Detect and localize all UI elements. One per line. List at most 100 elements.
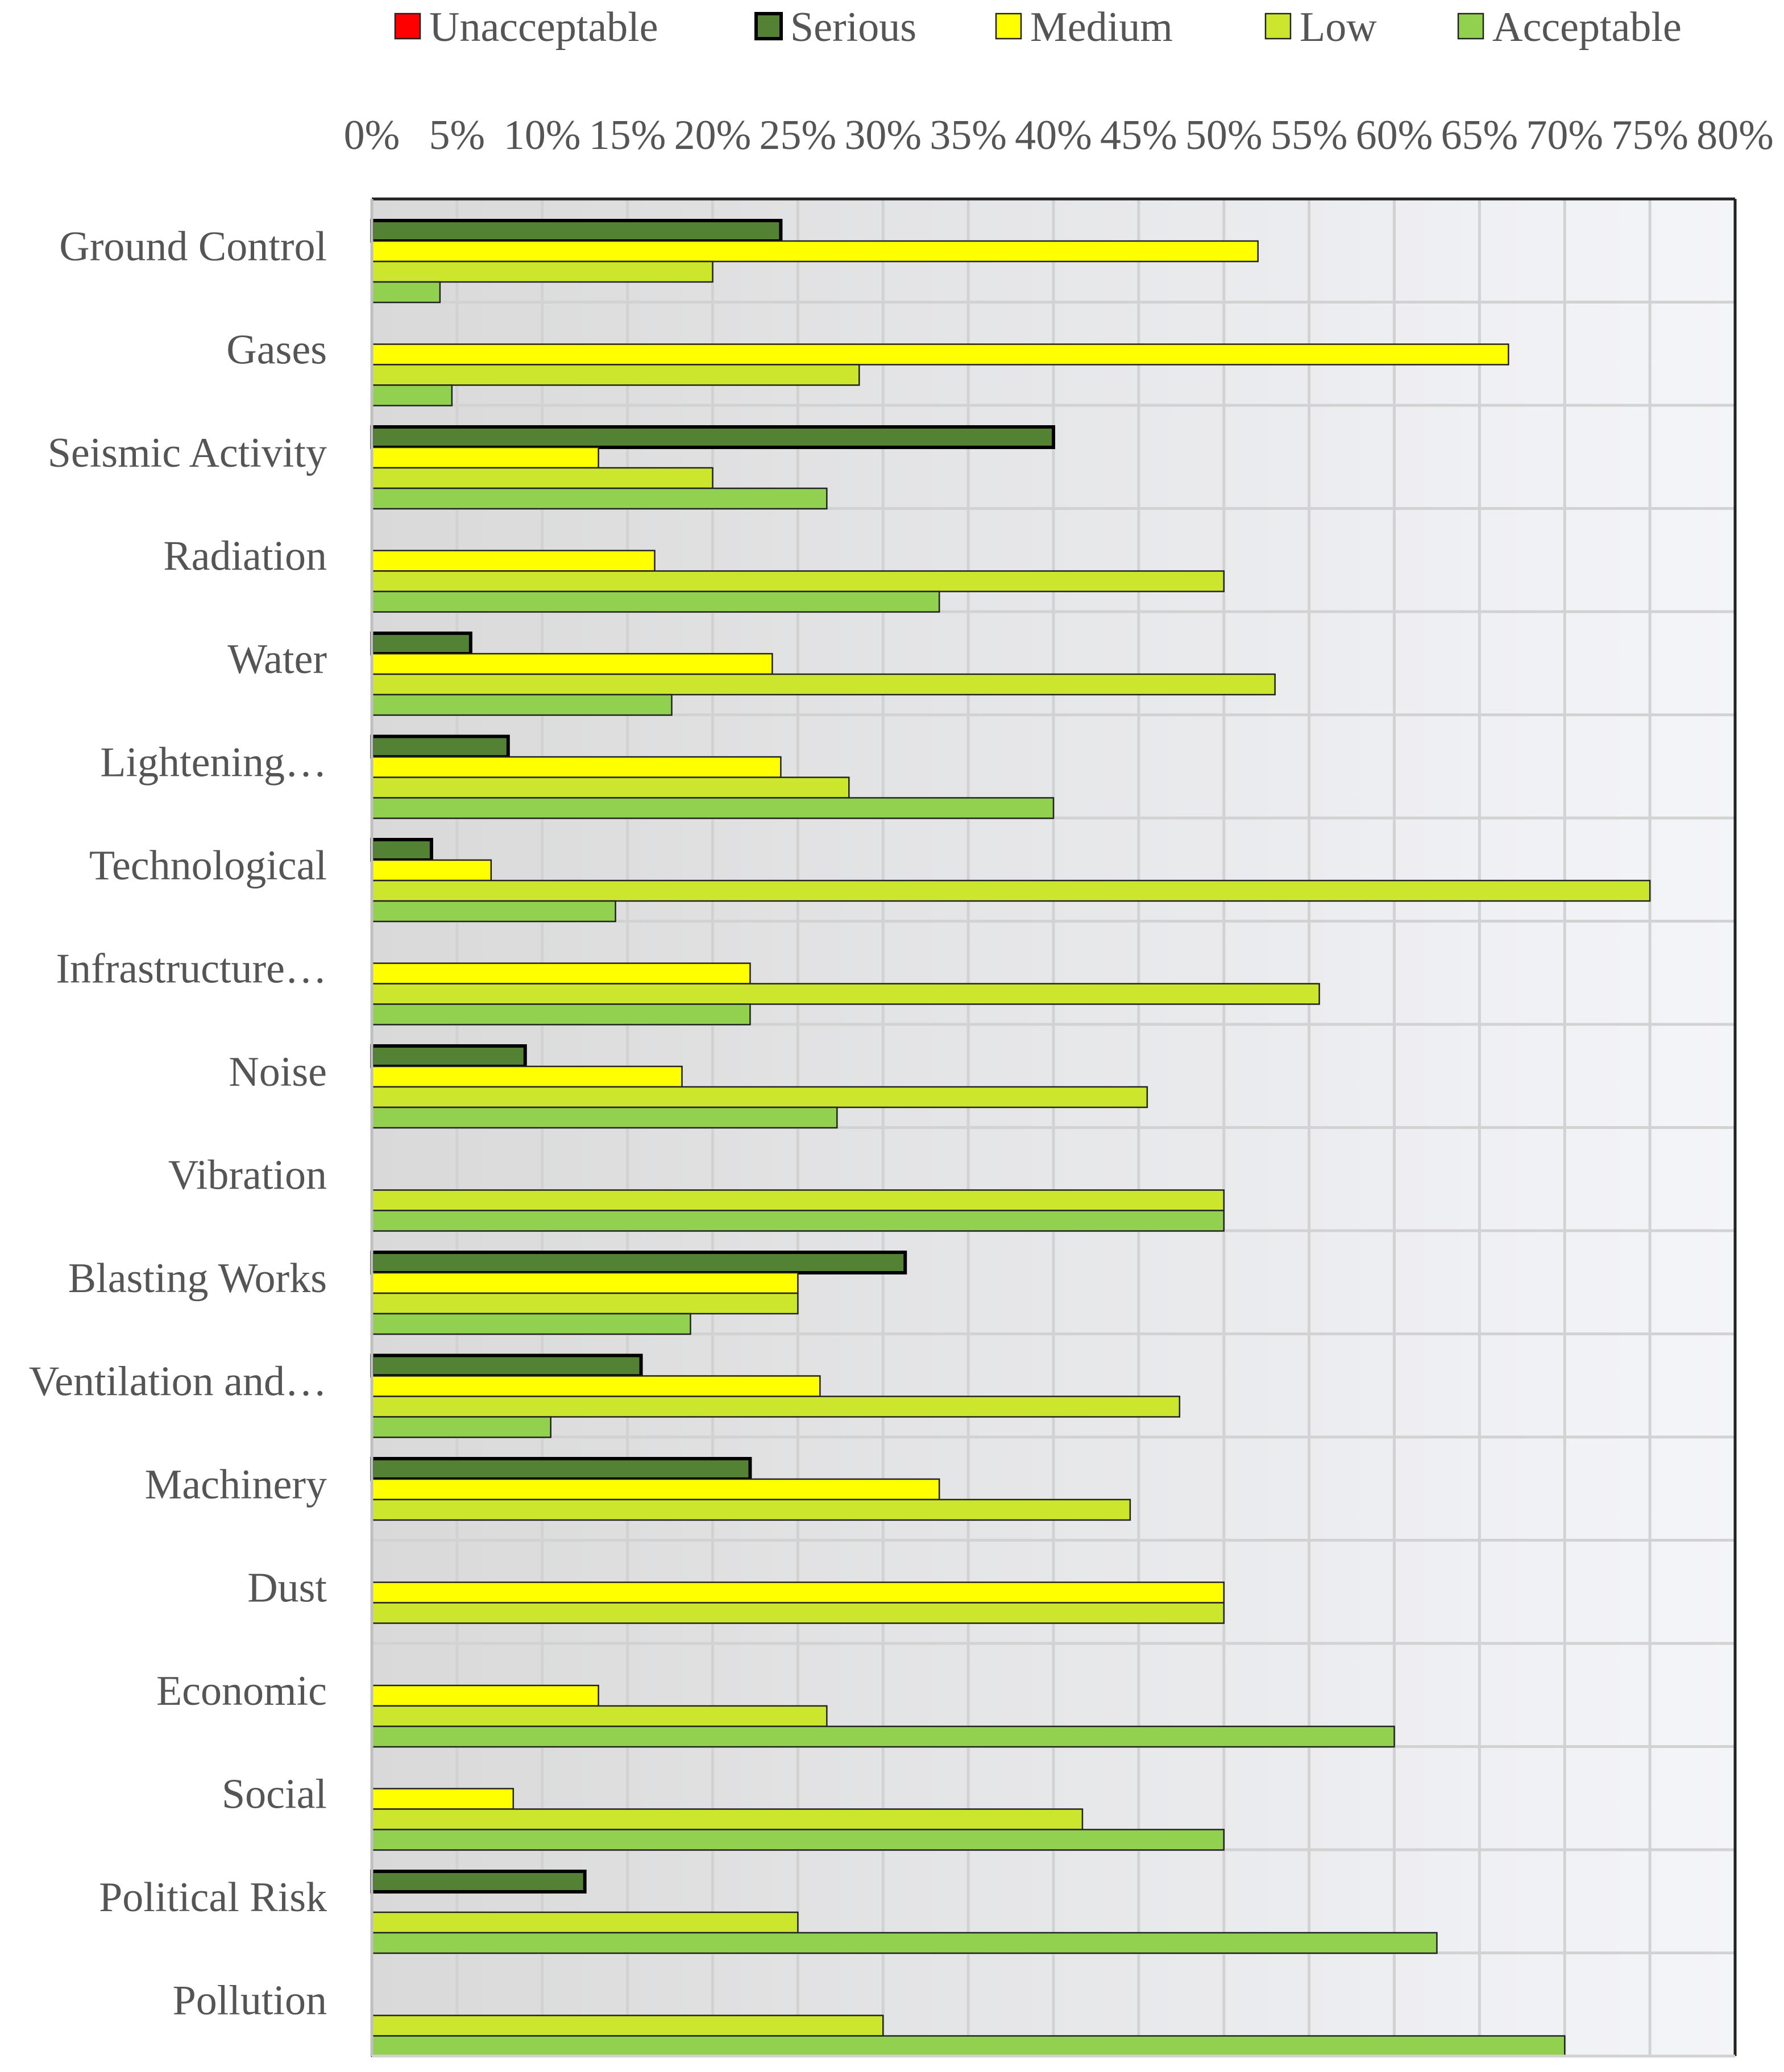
x-tick-label: 10% (504, 112, 581, 159)
bar-serious-lightening (370, 734, 510, 759)
bar-low-infrastructure (371, 983, 1320, 1005)
legend-label: Unacceptable (429, 4, 658, 51)
category-label: Ventilation and… (29, 1359, 327, 1405)
bar-acceptable-water (371, 694, 673, 716)
legend-item-medium: Medium (995, 4, 1173, 51)
bar-low-noise (371, 1086, 1148, 1108)
bar-medium-technological (371, 859, 492, 882)
bar-acceptable-ground-control (371, 281, 441, 304)
category-label: Dust (247, 1565, 327, 1612)
legend-swatch (754, 12, 783, 40)
x-tick-label: 70% (1526, 112, 1603, 159)
category-label: Infrastructure… (56, 946, 327, 993)
bar-medium-infrastructure (371, 962, 751, 985)
legend-label: Low (1300, 4, 1377, 51)
category-label: Gases (226, 327, 327, 373)
legend-swatch (1264, 13, 1292, 40)
legend-item-acceptable: Acceptable (1457, 4, 1682, 51)
x-tick-label: 25% (760, 112, 837, 159)
legend-item-low: Low (1264, 4, 1377, 51)
bar-medium-water (371, 653, 773, 675)
bar-acceptable-vibration (371, 1210, 1225, 1232)
bar-medium-radiation (371, 550, 655, 572)
bar-medium-machinery (371, 1478, 940, 1501)
bar-medium-seismic-activity (371, 446, 599, 469)
x-tick-label: 55% (1271, 112, 1348, 159)
bar-low-blasting-works (371, 1292, 799, 1315)
bar-low-lightening (371, 777, 850, 799)
bars (370, 219, 1651, 2057)
bar-serious-water (370, 632, 472, 655)
bar-acceptable-radiation (371, 591, 940, 613)
legend: Unacceptable Serious Medium Low Acceptable (394, 4, 1682, 51)
bar-serious-ground-control (370, 219, 783, 243)
bar-low-vibration (371, 1189, 1225, 1211)
x-tick-label: 30% (844, 112, 922, 159)
x-tick-label: 15% (589, 112, 666, 159)
bar-acceptable-blasting-works (371, 1313, 691, 1335)
bar-low-radiation (371, 570, 1225, 592)
bar-medium-blasting-works (371, 1272, 799, 1294)
x-tick-label: 65% (1441, 112, 1519, 159)
category-label: Technological (89, 842, 327, 889)
bar-acceptable-pollution (371, 2035, 1566, 2057)
x-tick-label: 45% (1100, 112, 1177, 159)
category-label: Pollution (173, 1978, 327, 2024)
bar-medium-economic (371, 1684, 599, 1707)
bar-serious-technological (370, 838, 433, 862)
legend-label: Acceptable (1492, 4, 1682, 51)
bar-low-gases (371, 364, 860, 386)
y-axis-labels: Ground Control Gases Seismic Activity Radia… (29, 223, 327, 2024)
bar-medium-gases (371, 343, 1509, 366)
bar-acceptable-political-risk (371, 1932, 1438, 1954)
category-label: Radiation (163, 533, 327, 580)
category-label: Ground Control (59, 223, 327, 270)
bar-serious-ventilation-and (370, 1353, 643, 1378)
bar-serious-noise (370, 1044, 527, 1068)
x-tick-label: 0% (344, 112, 400, 159)
category-label: Lightening… (100, 740, 327, 786)
x-tick-label: 50% (1185, 112, 1263, 159)
bar-acceptable-infrastructure (371, 1003, 751, 1025)
bar-acceptable-noise (371, 1106, 838, 1129)
category-label: Vibration (168, 1152, 327, 1199)
x-tick-label: 40% (1015, 112, 1092, 159)
x-tick-label: 20% (674, 112, 752, 159)
category-label: Social (222, 1771, 327, 1818)
x-tick-label: 80% (1696, 112, 1774, 159)
bar-medium-dust (371, 1581, 1225, 1604)
bar-serious-seismic-activity (370, 425, 1055, 449)
legend-item-unacceptable: Unacceptable (394, 4, 658, 51)
x-tick-label: 35% (930, 112, 1007, 159)
category-label: Seismic Activity (48, 430, 327, 476)
bar-low-ground-control (371, 260, 713, 283)
legend-swatch (394, 13, 421, 40)
bar-medium-noise (371, 1065, 683, 1088)
bar-serious-machinery (370, 1457, 752, 1481)
bar-acceptable-ventilation-and (371, 1416, 551, 1438)
bar-medium-social (371, 1788, 515, 1810)
category-label: Blasting Works (68, 1255, 327, 1302)
x-tick-label: 5% (429, 112, 486, 159)
bar-acceptable-lightening (371, 797, 1055, 819)
bar-low-social (371, 1808, 1084, 1830)
bar-low-seismic-activity (371, 467, 713, 489)
bar-low-machinery (371, 1498, 1131, 1521)
bar-acceptable-social (371, 1829, 1225, 1851)
legend-label: Serious (790, 4, 916, 51)
bar-low-technological (371, 879, 1651, 902)
category-label: Noise (229, 1049, 327, 1095)
bar-acceptable-technological (371, 900, 616, 923)
category-label: Political Risk (99, 1874, 327, 1921)
bar-medium-ventilation-and (371, 1375, 821, 1397)
category-label: Machinery (144, 1461, 327, 1508)
legend-swatch (995, 13, 1022, 40)
plot-frame (370, 197, 1737, 2058)
category-label: Water (227, 636, 327, 683)
legend-swatch (1457, 13, 1484, 40)
category-label: Economic (156, 1668, 327, 1714)
x-axis-ticks: 0% 5% 10% 15% 20% 25% 30% 35% 40% 45% 50% 55% 60% 65%… (344, 112, 1774, 159)
bar-low-dust (371, 1602, 1225, 1624)
